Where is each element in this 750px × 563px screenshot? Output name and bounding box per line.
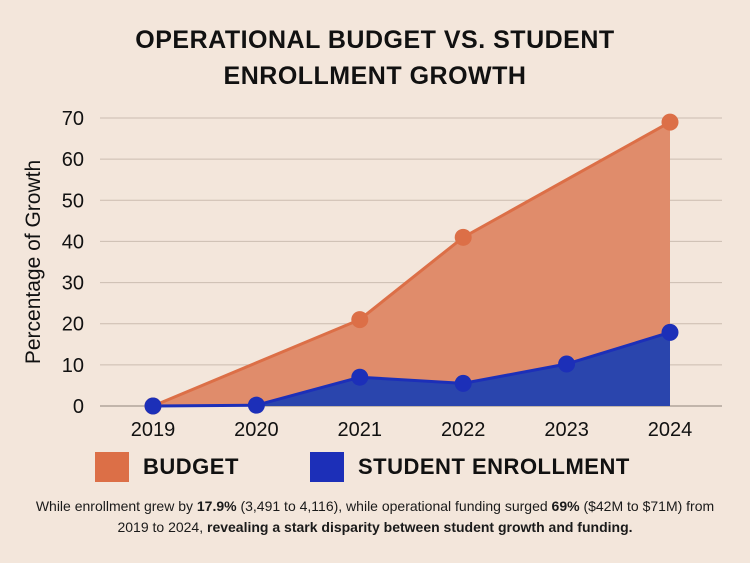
enrollment-point-2023 — [558, 355, 576, 373]
enrollment-line — [152, 330, 671, 408]
caption-bold-conclusion: revealing a stark disparity between stud… — [207, 519, 633, 535]
enrollment-point-2022 — [454, 374, 472, 392]
budget-area — [153, 122, 670, 406]
legend-swatch-budget — [95, 452, 129, 482]
chart-title: OPERATIONAL BUDGET VS. STUDENT ENROLLMEN… — [0, 22, 750, 94]
legend-swatch-enrollment — [310, 452, 344, 482]
caption-bold-enrollment-growth: 17.9% — [196, 498, 237, 514]
y-tick-label-40: 40 — [62, 231, 84, 253]
legend-label-enrollment: STUDENT ENROLLMENT — [358, 454, 630, 479]
legend-item-budget: BUDGET — [95, 452, 239, 482]
enrollment-point-2024 — [661, 323, 679, 341]
y-tick-label-0: 0 — [73, 396, 84, 418]
enrollment-point-2021 — [351, 368, 369, 386]
y-axis-label: Percentage of Growth — [22, 160, 45, 364]
caption-text-1: While enrollment grew by — [35, 498, 197, 514]
budget-point-2024 — [661, 113, 679, 131]
x-tick-label-2023: 2023 — [544, 419, 589, 441]
caption-text-3: ($42M to $71M) from 2019 to 2024, — [117, 498, 715, 535]
x-tick-label-2024: 2024 — [648, 419, 693, 441]
chart-caption: While enrollment grew by 17.9% (3,491 to… — [20, 496, 730, 538]
caption-bold-funding-growth: 69% — [551, 498, 580, 514]
y-tick-label-70: 70 — [62, 108, 84, 130]
chart-title-line-2: ENROLLMENT GROWTH — [223, 62, 527, 90]
y-tick-label-20: 20 — [62, 314, 84, 336]
enrollment-point-2019 — [144, 397, 162, 415]
y-tick-label-30: 30 — [62, 273, 84, 295]
legend-label-budget: BUDGET — [143, 454, 239, 479]
y-tick-label-60: 60 — [62, 149, 84, 171]
legend-item-enrollment: STUDENT ENROLLMENT — [310, 452, 630, 482]
budget-point-2021 — [351, 311, 369, 329]
y-tick-label-50: 50 — [62, 190, 84, 212]
enrollment-point-2020 — [247, 396, 265, 414]
budget-line — [152, 120, 671, 408]
enrollment-area — [153, 332, 670, 406]
x-tick-label-2022: 2022 — [441, 419, 486, 441]
budget-point-2022 — [454, 228, 472, 246]
chart-area: 0 10 20 30 40 50 60 70 Percentage of Growth 2019 2… — [22, 108, 722, 441]
x-tick-label-2021: 2021 — [338, 419, 383, 441]
x-tick-label-2019: 2019 — [131, 419, 176, 441]
legend: BUDGET STUDENT ENROLLMENT — [0, 452, 750, 488]
x-tick-label-2020: 2020 — [234, 419, 279, 441]
y-tick-label-10: 10 — [62, 355, 84, 377]
chart-title-line-1: OPERATIONAL BUDGET VS. STUDENT — [135, 26, 615, 54]
caption-text-2: (3,491 to 4,116), while operational fund… — [236, 498, 552, 514]
